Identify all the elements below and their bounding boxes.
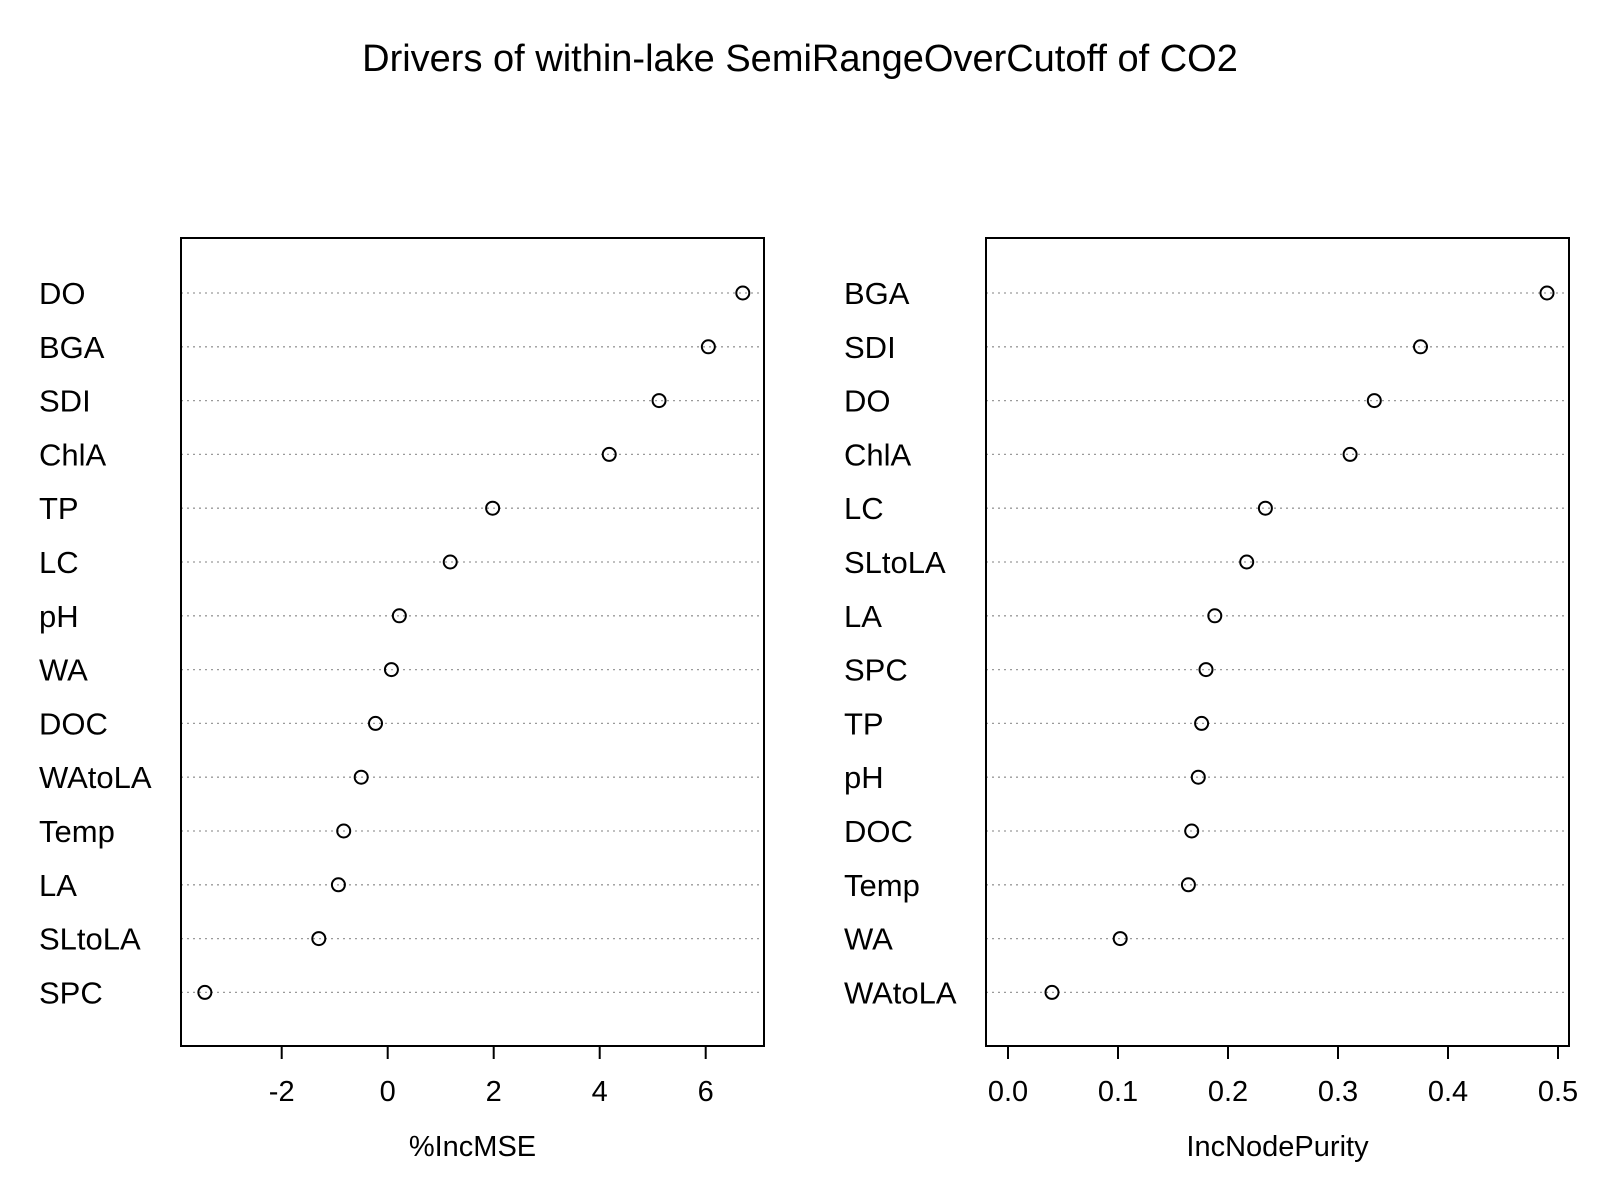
category-label: DO (39, 276, 86, 311)
data-point (197, 984, 213, 1000)
category-label: SPC (844, 653, 908, 688)
x-tick-label: 0.4 (1428, 1076, 1468, 1108)
x-axis-title: %IncMSE (409, 1131, 536, 1163)
category-label: pH (39, 599, 79, 634)
data-point (735, 285, 751, 301)
x-tick-label: 6 (698, 1076, 714, 1108)
data-point (1413, 339, 1428, 355)
data-point (311, 931, 327, 947)
category-label: Temp (39, 814, 115, 849)
category-label: WAtoLA (844, 975, 957, 1010)
x-tick-label: 0.2 (1208, 1076, 1248, 1108)
data-point (485, 500, 501, 516)
category-label: BGA (844, 276, 910, 311)
category-label: SLtoLA (844, 545, 946, 580)
category-label: LA (844, 599, 882, 634)
x-tick-label: -2 (269, 1076, 295, 1108)
data-point (1198, 662, 1214, 678)
data-point (391, 608, 407, 624)
data-point (1180, 877, 1196, 893)
plot-frame (985, 237, 1570, 1047)
category-label: DOC (844, 814, 913, 849)
data-point (1342, 446, 1358, 462)
data-point (1539, 285, 1555, 301)
x-tick-label: 0.1 (1098, 1076, 1138, 1108)
x-tick-label: 4 (592, 1076, 608, 1108)
category-label: Temp (844, 868, 920, 903)
data-point (336, 823, 352, 839)
category-label: SDI (39, 384, 91, 419)
category-label: BGA (39, 330, 105, 365)
x-tick-label: 0 (380, 1076, 396, 1108)
data-point (1190, 769, 1206, 785)
category-label: DO (844, 384, 891, 419)
category-label: TP (39, 491, 79, 526)
data-point (353, 769, 369, 785)
data-point (651, 393, 667, 409)
panel-incmse: DO BGA SDI ChlA TP LC pH WA DOC WAtoLA Temp LA SLtoL… (39, 237, 765, 1163)
category-label: WA (844, 922, 893, 957)
data-point (1184, 823, 1200, 839)
category-label: SPC (39, 975, 103, 1010)
data-point (368, 715, 384, 731)
category-label: SLtoLA (39, 922, 141, 957)
category-label: TP (844, 706, 884, 741)
data-point (1207, 608, 1223, 624)
data-point (330, 877, 346, 893)
plot-frame (180, 237, 765, 1047)
category-label: SDI (844, 330, 896, 365)
category-label: LA (39, 868, 77, 903)
data-point (1366, 393, 1382, 409)
x-tick-label: 0.0 (988, 1076, 1028, 1108)
category-label: ChlA (844, 437, 912, 472)
x-tick-label: 0.5 (1538, 1076, 1578, 1108)
data-point (700, 339, 716, 355)
chart-title: Drivers of within-lake SemiRangeOverCuto… (362, 38, 1238, 80)
category-label: LC (844, 491, 884, 526)
data-point (601, 446, 617, 462)
data-point (1239, 554, 1255, 570)
category-label: ChlA (39, 437, 107, 472)
data-point (442, 554, 458, 570)
data-point (1257, 500, 1273, 516)
panel-incnodepurity: BGA SDI DO ChlA LC SLtoLA LA SPC TP pH DOC Temp WA WA… (844, 237, 1578, 1163)
data-point (1112, 931, 1128, 947)
x-tick-label: 2 (486, 1076, 502, 1108)
category-label: WA (39, 653, 88, 688)
category-label: pH (844, 760, 884, 795)
category-label: DOC (39, 706, 108, 741)
category-label: WAtoLA (39, 760, 152, 795)
data-point (1194, 715, 1210, 731)
category-label: LC (39, 545, 79, 580)
data-point (1044, 984, 1060, 1000)
x-tick-label: 0.3 (1318, 1076, 1358, 1108)
data-point (383, 662, 399, 678)
x-axis-title: IncNodePurity (1186, 1131, 1369, 1163)
